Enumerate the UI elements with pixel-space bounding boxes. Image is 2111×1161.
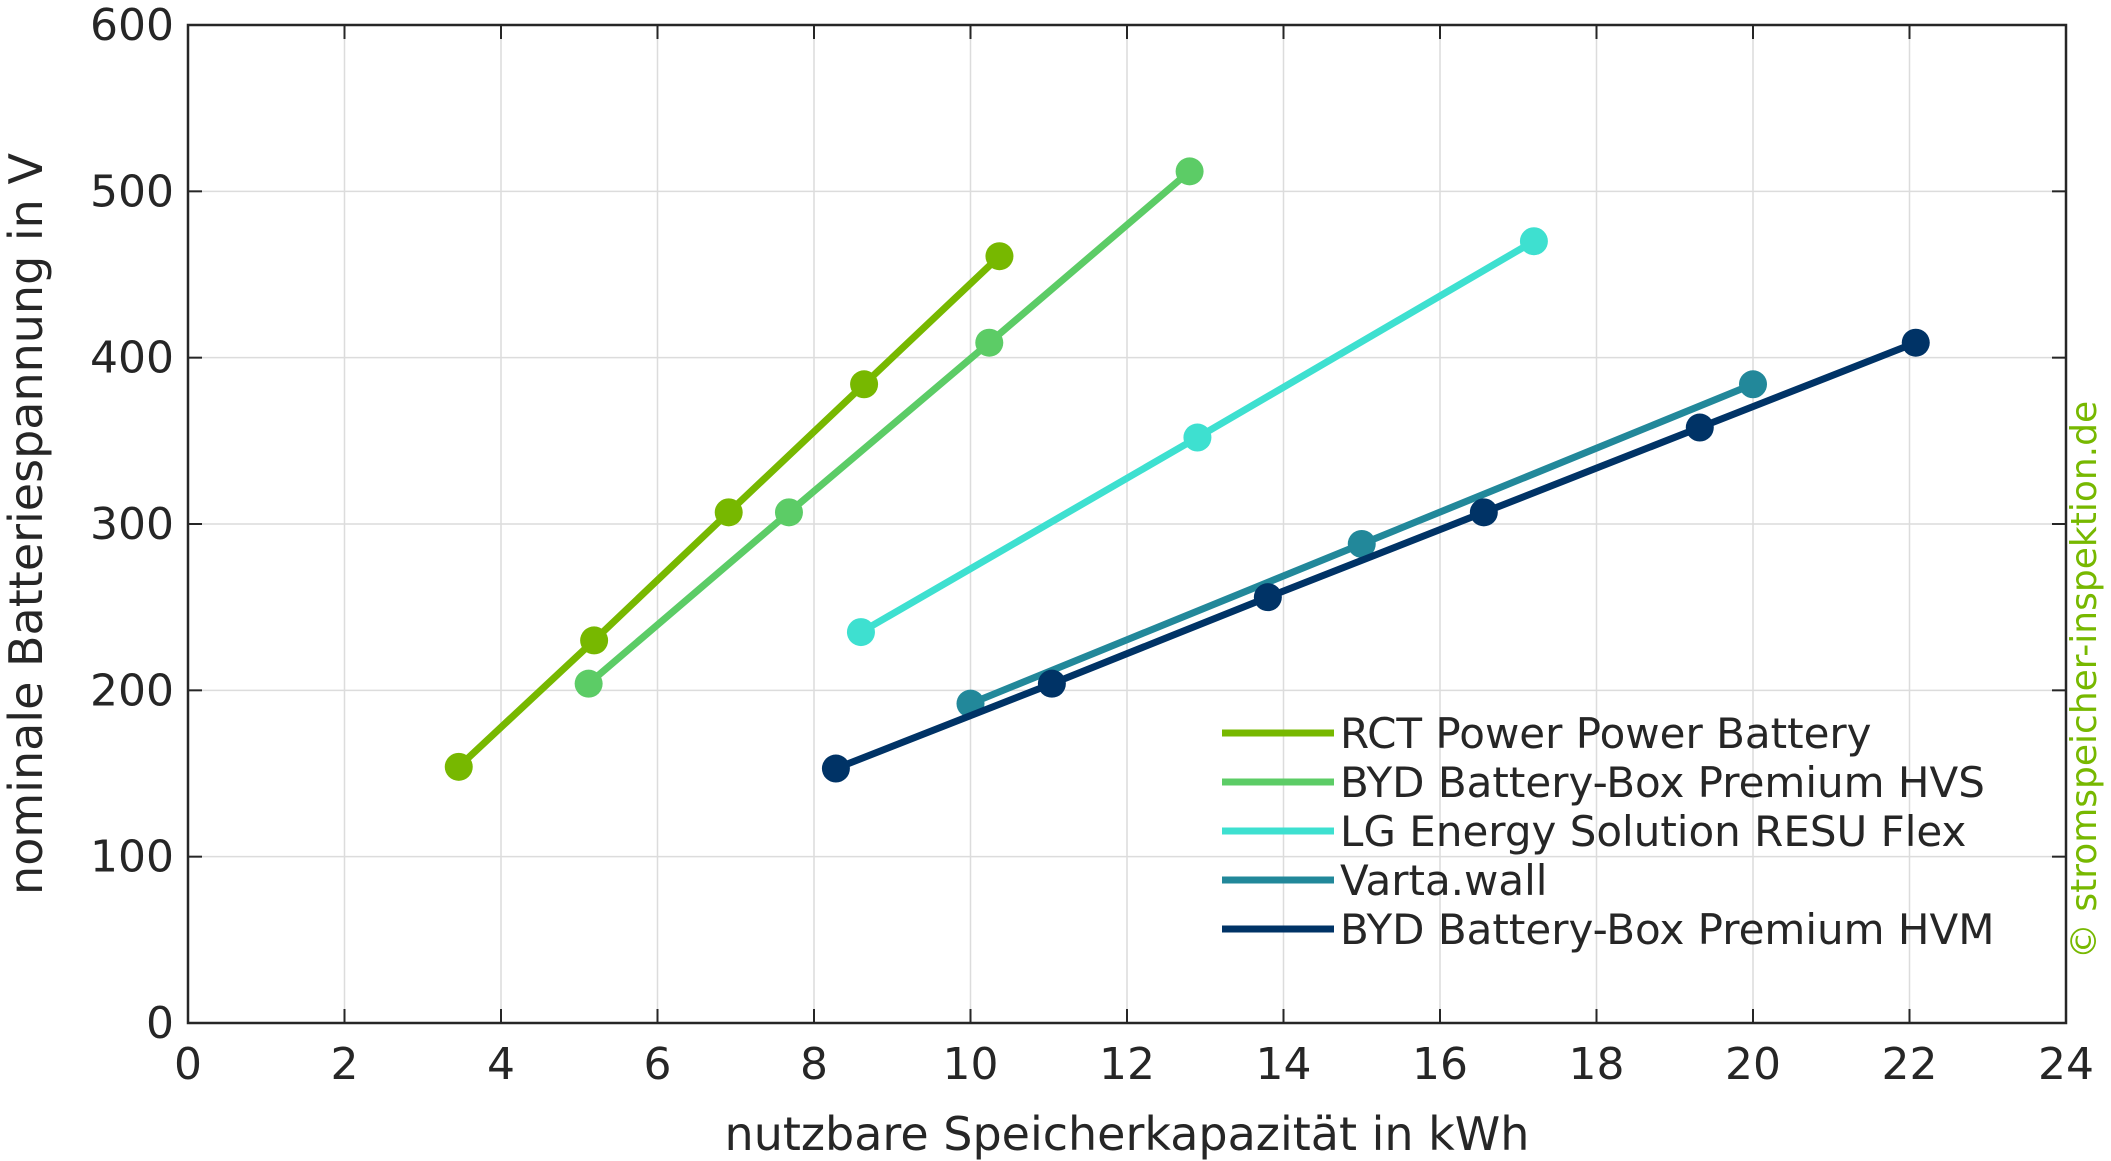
- data-point: [1175, 157, 1204, 186]
- data-point: [846, 618, 875, 647]
- x-tick-label: 4: [487, 1039, 515, 1090]
- data-point: [1253, 583, 1282, 612]
- y-tick-label: 600: [90, 0, 174, 51]
- series-1: [444, 242, 1014, 781]
- series-4: [956, 370, 1767, 718]
- x-tick-label: 10: [943, 1039, 999, 1090]
- data-point: [1519, 227, 1548, 256]
- data-point: [1901, 328, 1930, 357]
- legend-label: LG Energy Solution RESU Flex: [1340, 807, 1966, 856]
- series-5: [821, 328, 1930, 783]
- y-tick-label: 0: [146, 998, 174, 1049]
- legend-label: BYD Battery-Box Premium HVS: [1340, 758, 1985, 807]
- data-point: [1183, 423, 1212, 452]
- y-axis-title: nominale Batteriespannung in V: [0, 153, 53, 895]
- x-tick-label: 2: [331, 1039, 359, 1090]
- x-tick-label: 16: [1412, 1039, 1468, 1090]
- data-point: [1469, 498, 1498, 527]
- series-3: [846, 227, 1548, 647]
- data-point: [774, 498, 803, 527]
- data-point: [821, 754, 850, 783]
- watermark-text: © stromspeicher-inspektion.de: [2064, 401, 2105, 959]
- data-point: [444, 752, 473, 781]
- data-point: [1739, 370, 1767, 399]
- data-point: [1037, 669, 1066, 698]
- y-tick-label: 300: [90, 499, 174, 550]
- x-tick-label: 14: [1256, 1039, 1312, 1090]
- data-point: [975, 328, 1004, 357]
- data-point: [574, 669, 603, 698]
- series-layer: [444, 157, 1930, 783]
- legend-label: Varta.wall: [1340, 856, 1547, 905]
- y-tick-label: 400: [90, 333, 174, 384]
- series-line: [585, 167, 1194, 688]
- x-axis-title: nutzbare Speicherkapazität in kWh: [725, 1107, 1530, 1161]
- data-point: [1685, 413, 1714, 442]
- x-tick-label: 20: [1725, 1039, 1781, 1090]
- x-tick-label: 12: [1099, 1039, 1155, 1090]
- x-tick-label: 0: [174, 1039, 202, 1090]
- data-point: [714, 498, 743, 527]
- y-tick-label: 500: [90, 166, 174, 217]
- y-tick-label: 200: [90, 665, 174, 716]
- data-point: [850, 370, 879, 399]
- y-tick-label: 100: [90, 832, 174, 883]
- series-2: [574, 157, 1204, 698]
- series-line: [832, 339, 1920, 772]
- x-tick-label: 18: [1569, 1039, 1625, 1090]
- x-tick-label: 22: [1882, 1039, 1938, 1090]
- data-point: [1347, 529, 1376, 558]
- data-point: [580, 626, 609, 655]
- x-tick-label: 6: [644, 1039, 672, 1090]
- legend-label: BYD Battery-Box Premium HVM: [1340, 905, 1994, 954]
- legend-label: RCT Power Power Battery: [1340, 709, 1872, 758]
- x-tick-label: 24: [2038, 1039, 2094, 1090]
- x-tick-label: 8: [800, 1039, 828, 1090]
- data-point: [985, 242, 1014, 271]
